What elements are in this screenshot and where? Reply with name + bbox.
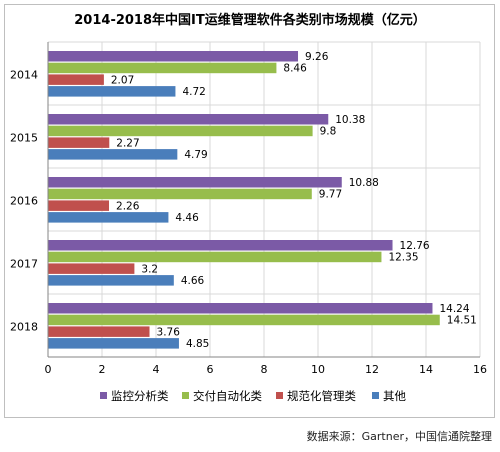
x-tick-label: 8 <box>261 363 268 376</box>
x-tick-label: 2 <box>99 363 106 376</box>
bar <box>48 86 176 97</box>
bar <box>48 251 382 263</box>
data-label: 3.2 <box>141 263 158 275</box>
data-label: 2.07 <box>111 74 134 86</box>
data-label: 4.66 <box>181 275 205 287</box>
data-label: 3.76 <box>157 326 181 338</box>
chart-title: 2014-2018年中国IT运维管理软件各类别市场规模（亿元） <box>74 12 425 28</box>
legend-label: 规范化管理类 <box>287 389 356 403</box>
y-tick-label: 2018 <box>10 320 38 333</box>
data-label: 10.88 <box>349 177 379 189</box>
bar <box>48 275 174 286</box>
bar <box>48 188 312 200</box>
bar <box>48 51 299 62</box>
legend-swatch <box>182 392 189 399</box>
legend-label: 交付自动化类 <box>193 389 262 403</box>
x-tick-label: 16 <box>473 363 487 376</box>
bar-chart: 2014-2018年中国IT运维管理软件各类别市场规模（亿元） 9.268.46… <box>10 12 487 403</box>
bar <box>48 326 150 337</box>
data-label: 14.24 <box>439 303 469 315</box>
x-tick-label: 4 <box>153 363 160 376</box>
legend-swatch <box>372 392 379 399</box>
data-label: 10.38 <box>335 114 365 126</box>
bar <box>48 212 169 223</box>
bar <box>48 240 393 251</box>
legend-label: 监控分析类 <box>111 389 169 403</box>
x-tick-label: 10 <box>311 363 325 376</box>
data-label: 8.46 <box>283 63 307 75</box>
bar <box>48 149 178 160</box>
data-label: 4.72 <box>182 86 205 98</box>
bar <box>48 74 104 85</box>
legend: 监控分析类 交付自动化类 规范化管理类 其他 <box>100 389 406 403</box>
y-tick-label: 2017 <box>10 257 38 270</box>
data-label: 9.8 <box>320 126 337 138</box>
source-note: 数据来源：Gartner，中国信通院整理 <box>306 430 492 443</box>
bar <box>48 338 179 349</box>
x-tick-label: 12 <box>365 363 379 376</box>
axes: 0 2 4 6 8 10 12 14 16 2014 2015 2016 2017 2018 <box>10 42 487 376</box>
data-label: 2.27 <box>116 137 139 149</box>
data-label: 4.85 <box>186 338 209 350</box>
data-label: 4.79 <box>184 149 207 161</box>
y-tick-label: 2016 <box>10 194 38 207</box>
x-tick-label: 6 <box>207 363 214 376</box>
data-label: 14.51 <box>447 315 477 327</box>
bar <box>48 200 110 211</box>
value-labels: 9.268.46 2.07 4.72 10.389.8 2.27 4.79 10.88 9.7… <box>111 51 477 350</box>
data-label: 12.76 <box>400 240 430 252</box>
bar <box>48 314 440 326</box>
bar <box>48 137 110 148</box>
bar <box>48 177 342 188</box>
y-tick-label: 2015 <box>10 131 38 144</box>
bar <box>48 303 433 314</box>
legend-label: 其他 <box>383 389 406 403</box>
bars <box>48 51 440 349</box>
x-tick-label: 14 <box>419 363 433 376</box>
legend-swatch <box>276 392 283 399</box>
y-tick-label: 2014 <box>10 68 38 81</box>
x-tick-label: 0 <box>45 363 52 376</box>
bar <box>48 263 135 274</box>
chart-frame <box>4 4 495 418</box>
bar <box>48 114 329 125</box>
bar <box>48 125 313 137</box>
data-label: 4.46 <box>175 212 199 224</box>
data-label: 2.26 <box>116 200 140 212</box>
data-label: 12.35 <box>388 252 418 264</box>
data-label: 9.26 <box>305 51 329 63</box>
bar <box>48 62 277 74</box>
legend-swatch <box>100 392 107 399</box>
data-label: 9.77 <box>319 189 342 201</box>
